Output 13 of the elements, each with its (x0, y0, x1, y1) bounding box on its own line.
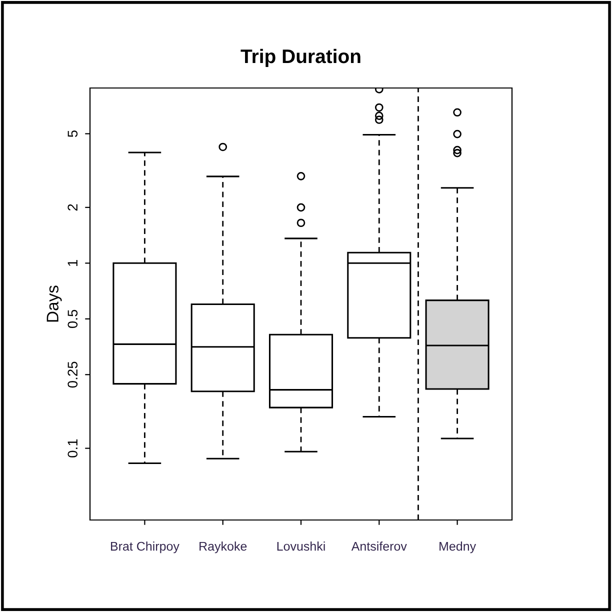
y-tick-label: 1 (68, 260, 78, 266)
y-tick-label: 0.25 (68, 362, 78, 388)
y-tick-label: 5 (68, 130, 78, 138)
y-tick-label: 0.1 (68, 439, 78, 458)
x-tick-label: Raykoke (200, 542, 247, 554)
y-axis-title: Days (46, 286, 62, 322)
x-tick-label: Lovushki (277, 542, 325, 551)
chart-title: Trip Duration (240, 48, 360, 68)
y-tick-label: 0.5 (68, 310, 78, 328)
x-tick-label: Medny (440, 542, 476, 554)
x-tick-label: Brat Chirpoy (110, 542, 180, 554)
y-tick-label: 2 (68, 204, 78, 211)
x-tick-label: Antsiferov (351, 542, 407, 551)
